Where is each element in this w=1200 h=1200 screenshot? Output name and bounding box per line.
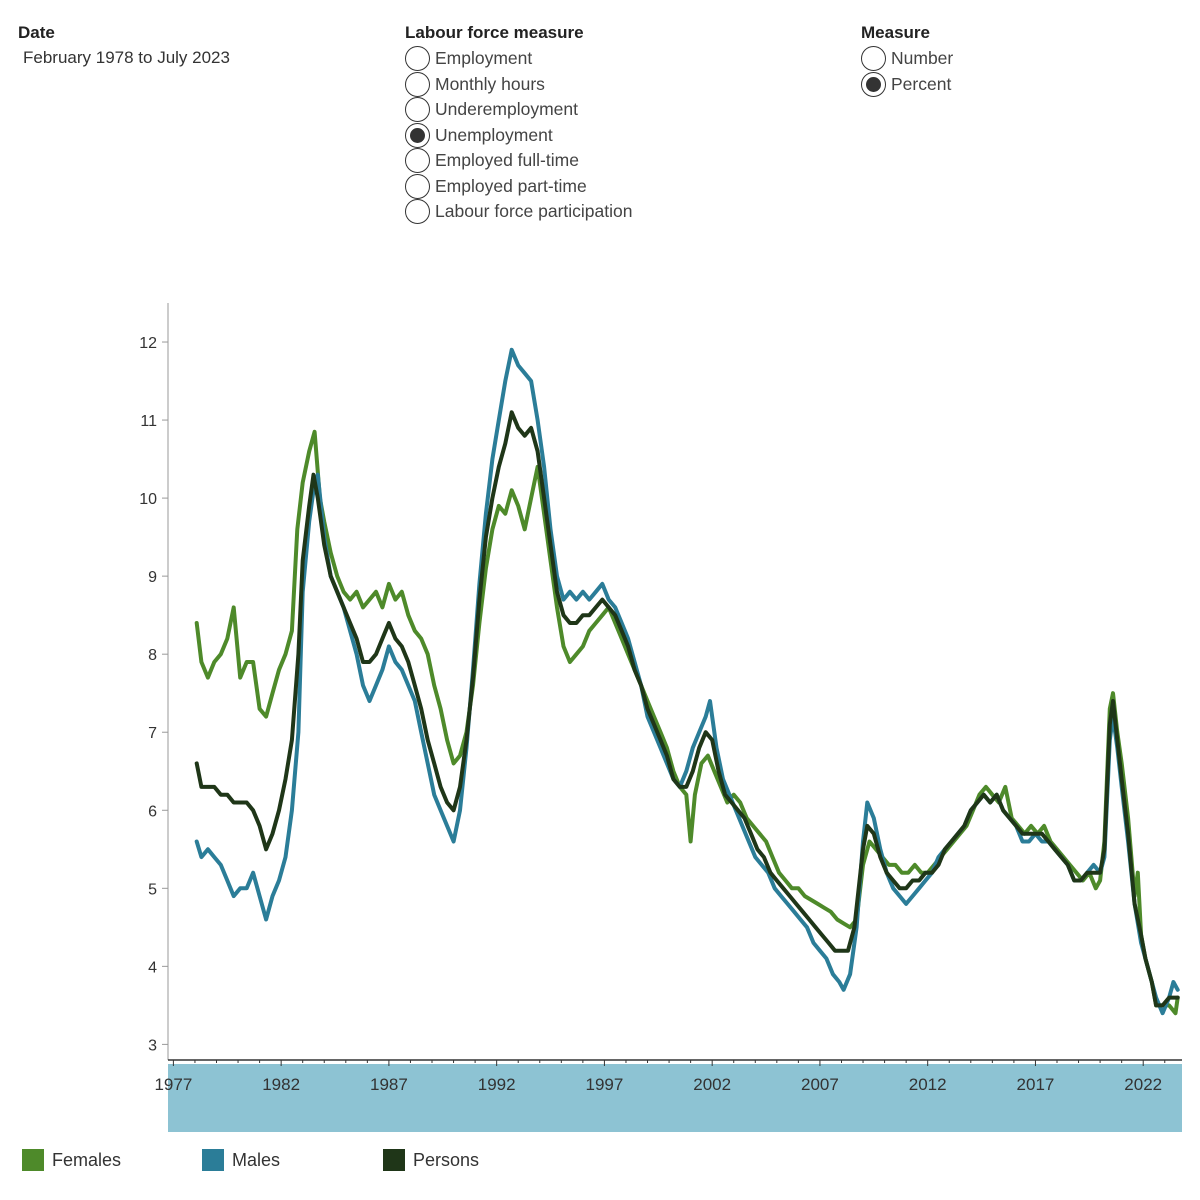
labour-force-measure-option-label: Unemployment <box>435 124 553 145</box>
labour-force-measure-option-label: Employed full-time <box>435 150 579 171</box>
series-line-females <box>194 429 1180 1016</box>
labour-force-measure-option-label: Employment <box>435 48 533 69</box>
y-tick-label: 5 <box>148 881 157 898</box>
x-tick-label: 2007 <box>801 1075 839 1094</box>
radio-dot-icon <box>410 127 425 143</box>
legend-label: Females <box>52 1149 122 1170</box>
radio-selected-icon[interactable] <box>861 71 886 97</box>
measure-option-label: Number <box>891 48 954 69</box>
radio-unselected-icon[interactable] <box>405 173 430 199</box>
measure-option-number[interactable]: Number <box>861 46 953 72</box>
y-axis: 3 4 5 6 7 8 9 10 11 12 <box>139 303 169 1060</box>
measure-radio-group: Number Percent <box>861 46 953 97</box>
x-tick-label: 2002 <box>693 1075 731 1094</box>
labour-force-measure-option-underemployment[interactable]: Underemployment <box>405 97 632 123</box>
measure-title: Measure <box>861 23 930 42</box>
y-tick-label: 10 <box>139 491 157 508</box>
date-range-value[interactable]: February 1978 to July 2023 <box>23 48 230 67</box>
y-tick-label: 6 <box>148 803 157 820</box>
radio-dot-icon <box>866 76 881 92</box>
x-tick-label: 2017 <box>1017 1075 1055 1094</box>
radio-unselected-icon[interactable] <box>405 148 430 174</box>
y-tick-label: 4 <box>148 959 157 976</box>
measure-option-percent[interactable]: Percent <box>861 71 953 98</box>
radio-unselected-icon[interactable] <box>405 97 430 123</box>
x-tick-label: 1987 <box>370 1075 408 1094</box>
labour-force-measure-option-unemployment[interactable]: Unemployment <box>405 122 632 149</box>
radio-unselected-icon[interactable] <box>405 199 430 225</box>
series-layer <box>194 347 1180 1016</box>
legend-item-females[interactable]: Females <box>22 1149 121 1171</box>
labour-force-measure-option-employed-part-time[interactable]: Employed part-time <box>405 173 632 200</box>
legend-swatch <box>202 1149 224 1171</box>
x-tick-label: 1977 <box>154 1075 192 1094</box>
labour-force-measure-option-labour-force-participation[interactable]: Labour force participation <box>405 199 632 225</box>
labour-force-measure-option-monthly-hours[interactable]: Monthly hours <box>405 71 632 98</box>
labour-force-measure-option-employment[interactable]: Employment <box>405 46 632 72</box>
series-line-persons <box>194 410 1180 1008</box>
date-filter-title: Date <box>18 23 55 42</box>
labour-force-measure-option-employed-full-time[interactable]: Employed full-time <box>405 148 632 174</box>
x-axis: 1977 1982 1987 1992 1997 2002 2007 2012 2017 2022 <box>154 1059 1182 1132</box>
labour-force-measure-title: Labour force measure <box>405 23 584 42</box>
x-tick-label: 1982 <box>262 1075 300 1094</box>
y-tick-label: 9 <box>148 569 157 586</box>
radio-unselected-icon[interactable] <box>861 46 886 72</box>
radio-unselected-icon[interactable] <box>405 71 430 97</box>
y-tick-label: 11 <box>140 413 157 430</box>
legend-item-persons[interactable]: Persons <box>383 1149 479 1171</box>
labour-force-measure-option-label: Labour force participation <box>435 201 633 222</box>
labour-force-measure-option-label: Employed part-time <box>435 175 587 196</box>
y-tick-label: 12 <box>139 335 157 352</box>
radio-unselected-icon[interactable] <box>405 46 430 72</box>
legend-label: Persons <box>413 1149 480 1170</box>
labour-force-measure-option-label: Monthly hours <box>435 73 545 94</box>
y-tick-label: 8 <box>148 647 157 664</box>
x-tick-label: 2022 <box>1124 1075 1162 1094</box>
labour-force-measure-option-label: Underemployment <box>435 99 578 120</box>
radio-selected-icon[interactable] <box>405 122 430 148</box>
legend-item-males[interactable]: Males <box>202 1149 280 1171</box>
series-line-males <box>194 347 1180 1016</box>
legend-label: Males <box>232 1149 281 1170</box>
x-tick-label: 1997 <box>586 1075 624 1094</box>
labour-force-measure-radio-group: Employment Monthly hours Underemployment Un… <box>405 46 632 225</box>
x-tick-label: 1992 <box>478 1075 516 1094</box>
legend-swatch <box>383 1149 405 1171</box>
legend-swatch <box>22 1149 44 1171</box>
x-axis-band <box>168 1064 1182 1132</box>
y-tick-label: 7 <box>148 725 157 742</box>
x-tick-label: 2012 <box>909 1075 947 1094</box>
measure-option-label: Percent <box>891 73 952 94</box>
y-tick-label: 3 <box>148 1037 157 1054</box>
